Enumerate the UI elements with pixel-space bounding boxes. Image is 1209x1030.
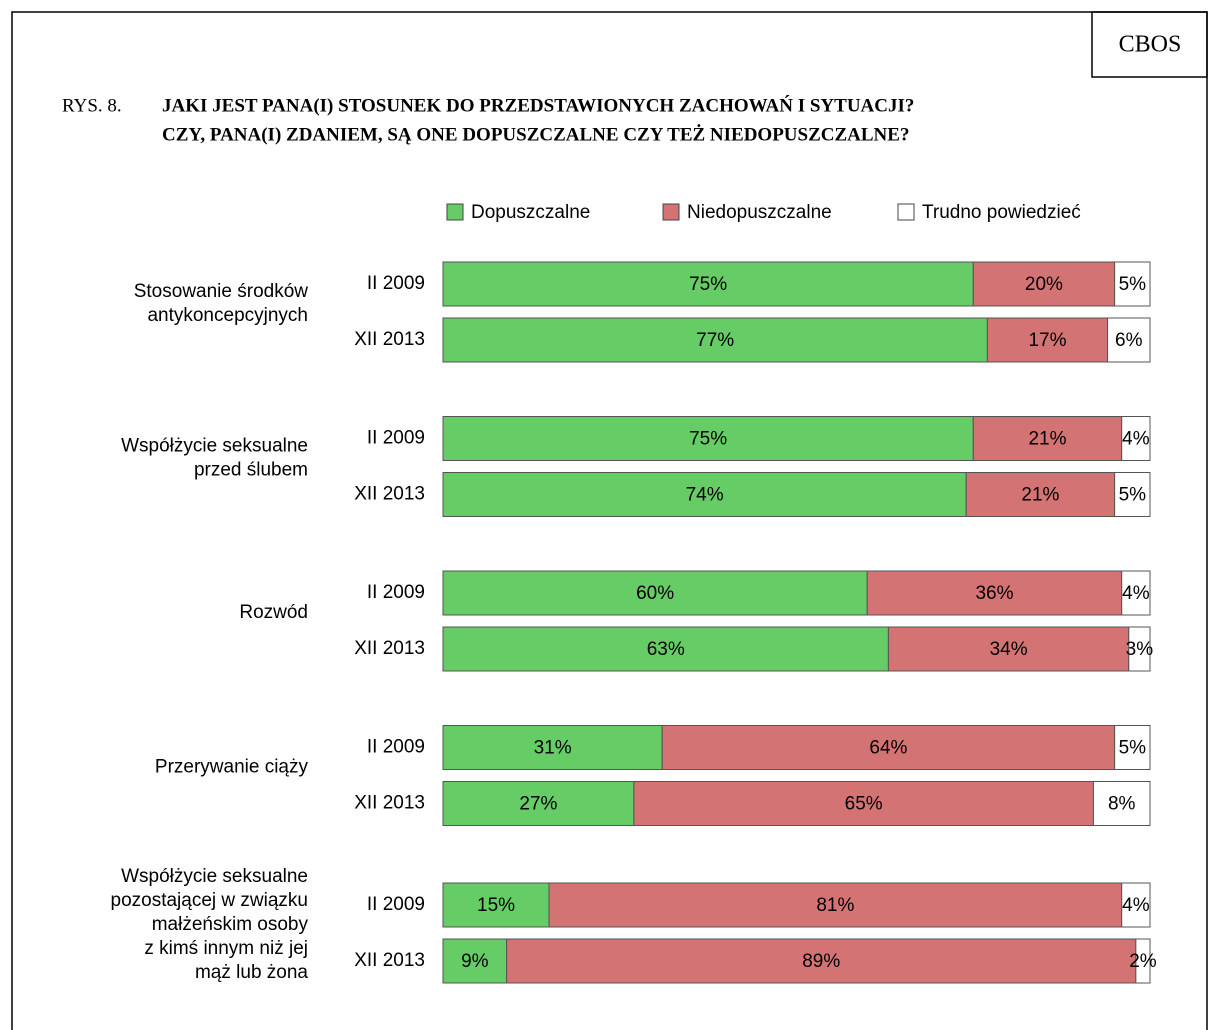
legend-swatch [897, 203, 915, 221]
group-label: Współżycie seksualne [121, 436, 308, 457]
value-label: 4% [1122, 429, 1150, 450]
legend-swatch [446, 203, 464, 221]
bar-segment [1114, 261, 1151, 307]
value-label: 6% [1115, 330, 1143, 351]
bar-segment [442, 626, 889, 672]
row-label: II 2009 [367, 582, 425, 603]
source: CBOS [1119, 32, 1182, 58]
value-label: 74% [686, 485, 724, 506]
value-label: 63% [647, 639, 685, 660]
value-label: 21% [1028, 429, 1066, 450]
group-label: małżeńskim osoby [152, 914, 309, 935]
value-label: 77% [696, 330, 734, 351]
bar-segment [887, 626, 1130, 672]
value-label: 5% [1119, 274, 1147, 295]
group-label: mąż lub żona [195, 962, 308, 983]
bar-segment [1121, 882, 1151, 928]
bar-segment [548, 882, 1123, 928]
bar-segment [442, 882, 550, 928]
value-label: 75% [689, 274, 727, 295]
figure-label: RYS. 8. [62, 95, 122, 116]
group-label: Współżycie seksualne [121, 866, 308, 887]
bar-segment [1128, 626, 1151, 672]
group-label: Rozwód [239, 602, 308, 623]
bar-segment [1092, 781, 1151, 826]
legend-label: Niedopuszczalne [687, 202, 832, 223]
bar-segment [1114, 472, 1151, 517]
frame [11, 11, 1208, 1030]
bar-segment [633, 781, 1094, 826]
value-label: 5% [1119, 485, 1147, 506]
row-label: XII 2013 [354, 484, 425, 505]
bar-segment [1121, 416, 1151, 461]
legend-label: Dopuszczalne [471, 202, 590, 223]
row-label: XII 2013 [354, 950, 425, 971]
bar-segment [442, 725, 663, 770]
group-label: Przerywanie ciąży [155, 757, 309, 778]
row-label: II 2009 [367, 273, 425, 294]
value-label: 36% [975, 583, 1013, 604]
source-box [1091, 11, 1208, 78]
value-label: 34% [990, 639, 1028, 660]
value-label: 89% [802, 951, 840, 972]
value-label: 75% [689, 429, 727, 450]
bar-segment [442, 938, 508, 984]
legend-label: Trudno powiedzieć [922, 202, 1081, 223]
bar-segment [965, 472, 1116, 517]
value-label: 15% [477, 895, 515, 916]
bar-segment [506, 938, 1137, 984]
group-label: przed ślubem [194, 460, 308, 481]
bar-segment [1107, 317, 1151, 363]
bar-segment [442, 261, 974, 307]
value-label: 9% [461, 951, 489, 972]
value-label: 2% [1129, 951, 1157, 972]
bar-segment [972, 416, 1123, 461]
bar-segment [1135, 938, 1151, 984]
value-label: 65% [845, 794, 883, 815]
value-label: 20% [1025, 274, 1063, 295]
bar-segment [442, 570, 868, 616]
bar-segment [1114, 725, 1151, 770]
value-label: 4% [1122, 895, 1150, 916]
value-label: 17% [1028, 330, 1066, 351]
value-label: 21% [1021, 485, 1059, 506]
bar-segment [661, 725, 1116, 770]
row-label: II 2009 [367, 894, 425, 915]
row-label: XII 2013 [354, 793, 425, 814]
row-label: II 2009 [367, 737, 425, 758]
value-label: 8% [1108, 794, 1136, 815]
group-label: pozostającej w związku [111, 890, 308, 911]
row-label: XII 2013 [354, 329, 425, 350]
value-label: 27% [519, 794, 557, 815]
bar-segment [442, 416, 974, 461]
value-label: 4% [1122, 583, 1150, 604]
chart-title: JAKI JEST PANA(I) STOSUNEK DO PRZEDSTAWI… [162, 94, 914, 116]
value-label: 81% [816, 895, 854, 916]
bar-segment [866, 570, 1123, 616]
chart-title: CZY, PANA(I) ZDANIEM, SĄ ONE DOPUSZCZALN… [162, 124, 909, 145]
group-label: z kimś innym niż jej [144, 938, 308, 959]
group-label: Stosowanie środków [134, 281, 309, 302]
bar-segment [1121, 570, 1151, 616]
value-label: 31% [534, 738, 572, 759]
bar-segment [442, 317, 988, 363]
row-label: II 2009 [367, 428, 425, 449]
value-label: 5% [1119, 738, 1147, 759]
value-label: 3% [1126, 639, 1154, 660]
row-label: XII 2013 [354, 638, 425, 659]
legend-swatch [662, 203, 680, 221]
value-label: 64% [869, 738, 907, 759]
value-label: 60% [636, 583, 674, 604]
group-label: antykoncepcyjnych [147, 305, 308, 326]
